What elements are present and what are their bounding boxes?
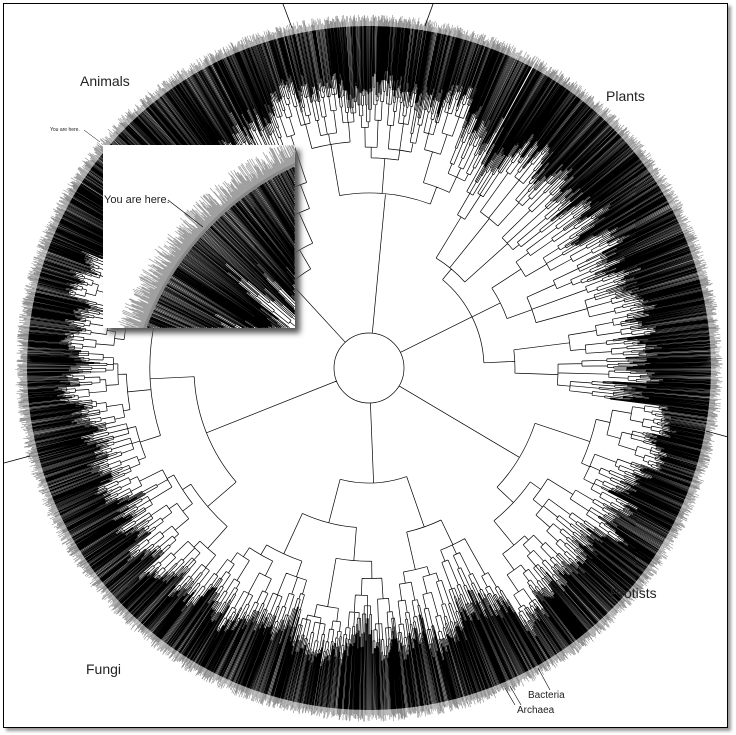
label-you-are-here-inset: You are here. [104, 194, 170, 206]
label-you-are-here-small: You are here. [50, 127, 80, 133]
tree-branches [14, 14, 723, 722]
clade-separators [3, 3, 729, 464]
you-are-here-pointer [83, 129, 101, 143]
inset-leaf-tips [118, 145, 295, 328]
label-bacteria: Bacteria [528, 690, 565, 701]
inset-you-are-here-pointer [167, 199, 204, 228]
branch-lines [26, 25, 712, 711]
label-fungi: Fungi [86, 661, 121, 677]
separator-line [705, 430, 729, 438]
label-plants: Plants [606, 88, 645, 104]
figure-border [3, 3, 728, 728]
inset-branch-lines [146, 166, 295, 328]
inset-zoomed-tree [118, 145, 295, 328]
zoom-inset: You are here. [103, 145, 295, 328]
label-archaea: Archaea [517, 705, 555, 716]
separator-line [3, 455, 31, 464]
bacteria-pointer [537, 667, 551, 691]
archaea-pointer [509, 685, 522, 706]
label-protists: Protists [610, 585, 657, 601]
label-animals: Animals [80, 73, 130, 89]
archaea-pointer [504, 687, 516, 706]
separator-line [424, 3, 434, 27]
separator-line [282, 3, 293, 29]
leaf-tips [14, 14, 723, 722]
